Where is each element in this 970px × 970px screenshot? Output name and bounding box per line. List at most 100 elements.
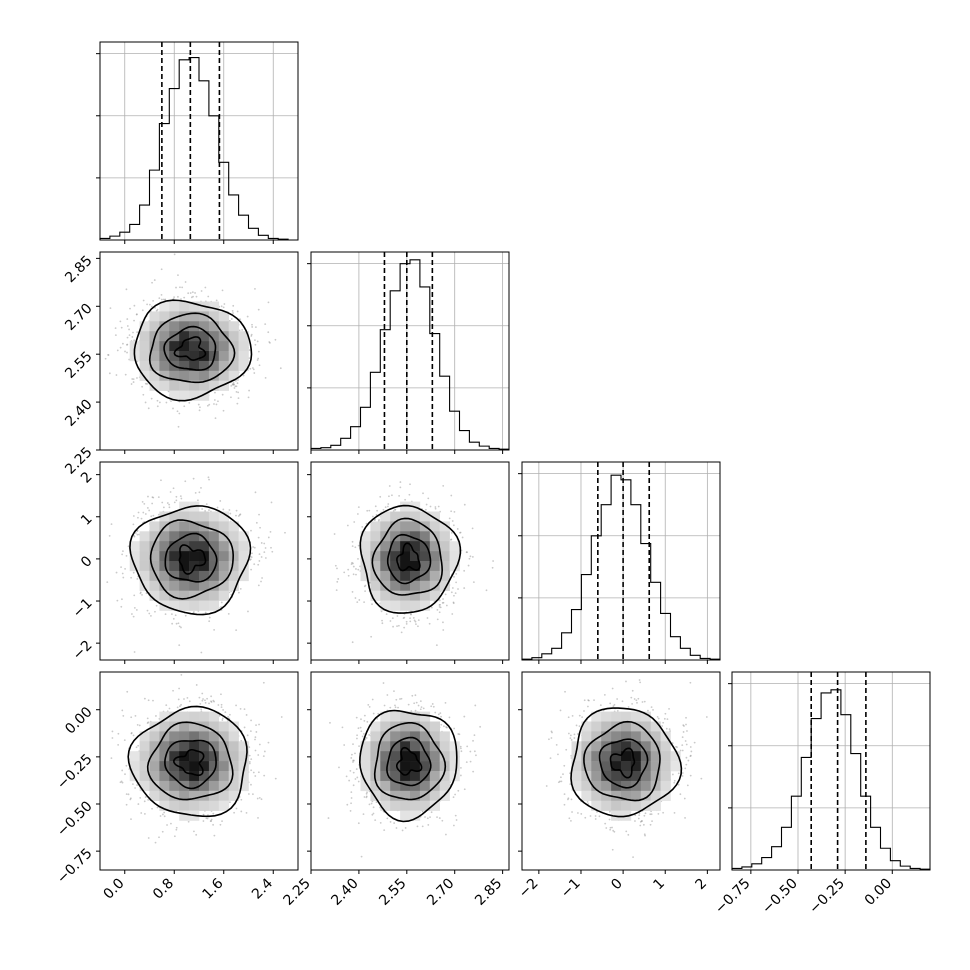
scatter-point [471, 527, 474, 530]
scatter-point [570, 739, 573, 741]
density-cell [189, 600, 200, 611]
scatter-point [132, 783, 134, 786]
density-cell [179, 331, 190, 342]
scatter-point [188, 401, 191, 404]
scatter-point [434, 711, 437, 714]
scatter-point [686, 784, 689, 787]
density-cell [189, 551, 200, 562]
scatter-point [245, 811, 248, 814]
scatter-point [172, 298, 175, 300]
scatter-point [616, 698, 619, 700]
scatter-point [143, 502, 146, 505]
scatter-point [414, 709, 417, 712]
scatter-point [250, 335, 253, 337]
density-cell [400, 810, 411, 821]
density-cell [159, 800, 170, 811]
histogram-panel-3 [728, 671, 931, 874]
scatter-point [368, 581, 371, 584]
scatter-point [371, 515, 374, 518]
scatter-point [357, 727, 360, 730]
density-cell [360, 771, 371, 782]
scatter-point [491, 566, 494, 569]
scatter-point [238, 591, 240, 594]
density-cell [149, 311, 160, 322]
scatter-point [208, 478, 210, 481]
scatter-point [260, 556, 263, 558]
density-cell [410, 600, 421, 611]
scatter-point [154, 610, 156, 613]
scatter-point [144, 401, 147, 404]
density-cell [129, 541, 140, 552]
scatter-point [168, 503, 171, 506]
scatter-point [351, 540, 354, 543]
scatter-point [147, 495, 149, 498]
scatter-point [184, 480, 187, 483]
scatter-point [409, 617, 411, 620]
scatter-point [150, 515, 153, 518]
density-cell [179, 800, 190, 811]
density-cell [630, 711, 642, 722]
scatter-point [135, 313, 138, 316]
scatter-point [357, 780, 360, 783]
scatter-point [631, 702, 634, 705]
scatter-point [214, 391, 216, 394]
scatter-point [439, 603, 441, 606]
scatter-point [111, 730, 114, 733]
density-cell [139, 731, 150, 742]
scatter-point [444, 702, 447, 704]
density-cell [640, 721, 651, 732]
scatter-point [434, 506, 437, 508]
density-cell [179, 570, 190, 582]
scatter-point [379, 495, 382, 498]
scatter-point [261, 577, 263, 579]
scatter-point [124, 567, 126, 570]
scatter-point [689, 755, 692, 757]
scatter-point [135, 609, 138, 611]
scatter-point [201, 508, 204, 510]
scatter-point [205, 503, 208, 506]
scatter-point [124, 350, 126, 353]
scatter-point [430, 811, 433, 814]
y-tick-label: 2 [78, 469, 96, 487]
scatter-point [152, 699, 154, 702]
scatter-point [165, 401, 168, 404]
scatter-point [231, 383, 234, 385]
scatter-point [417, 619, 420, 622]
scatter-point [427, 497, 430, 500]
contour-level-0 [173, 336, 207, 361]
scatter-point [625, 680, 627, 683]
scatter-point [352, 784, 355, 787]
scatter-point [194, 292, 196, 294]
scatter-point [387, 505, 389, 508]
scatter-point [587, 705, 589, 708]
scatter-point [192, 611, 195, 613]
scatter-point [370, 635, 373, 638]
scatter-point [389, 706, 392, 709]
density-cell [621, 780, 632, 792]
density-cell [400, 600, 411, 611]
scatter-point [229, 801, 231, 804]
scatter-point [461, 536, 464, 539]
scatter-point [228, 591, 231, 594]
scatter-point [267, 301, 270, 304]
scatter-point [435, 644, 438, 647]
scatter-point [396, 625, 398, 628]
panel-frame [310, 671, 510, 871]
density-cell [630, 771, 642, 782]
scatter-point [647, 709, 649, 712]
scatter-point [346, 524, 349, 527]
scatter-point [657, 717, 660, 720]
scatter-point [220, 693, 222, 696]
density-cell [439, 751, 450, 762]
density-cell [179, 771, 190, 782]
scatter-point [120, 605, 123, 608]
scatter-point [254, 287, 256, 290]
scatter-point [134, 714, 137, 717]
scatter-point [154, 841, 157, 844]
scatter-point [142, 511, 145, 514]
scatter-point [119, 320, 122, 323]
scatter-point [472, 739, 474, 742]
density-cell [169, 731, 180, 742]
scatter-point [644, 812, 647, 815]
